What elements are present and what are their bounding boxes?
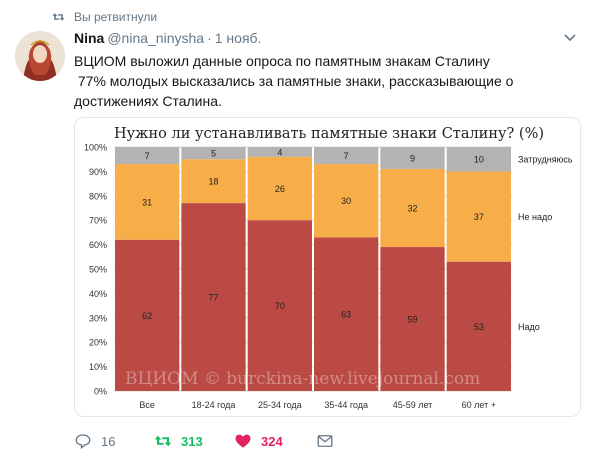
data-label: 77 [208,293,218,303]
y-tick-label: 50% [89,265,107,275]
envelope-icon [317,435,333,447]
data-label: 18 [208,177,218,187]
data-label: 26 [275,184,285,194]
y-tick-label: 90% [89,167,107,177]
bar-segment [380,147,445,169]
bar-segment [181,147,246,160]
data-label: 30 [341,196,351,206]
author-handle[interactable]: @nina_ninysha [107,30,205,46]
x-tick-label: 60 лет + [462,400,496,410]
tweet-text-line: ВЦИОМ выложил данные опроса по памятным … [74,53,490,69]
stacked-bar-chart: Нужно ли устанавливать памятные знаки Ст… [75,118,580,416]
y-tick-label: 30% [89,313,107,323]
data-label: 53 [474,322,484,332]
like-count: 324 [261,433,283,449]
bar-segment [115,239,180,391]
y-tick-label: 20% [89,338,107,348]
bar-segment [181,159,246,204]
y-tick-label: 80% [89,191,107,201]
bar-segment [247,220,312,391]
y-tick-label: 70% [89,216,107,226]
heart-icon [235,434,251,448]
x-tick-label: 35-44 года [324,400,368,410]
data-label: 70 [275,301,285,311]
bar-segment [380,247,445,391]
data-label: 59 [407,315,417,325]
bar-segment [314,147,379,165]
y-tick-label: 10% [89,362,107,372]
tweet-media-chart[interactable]: Нужно ли устанавливать памятные знаки Ст… [74,117,581,417]
like-button[interactable]: 324 [234,432,283,450]
data-label: 5 [211,149,216,159]
bar-segment [247,147,312,157]
retweet-context: Вы ретвитнули [52,9,157,25]
legend-entry: Не надо [518,212,552,222]
reply-count: 16 [101,433,116,449]
direct-message-button[interactable] [316,432,334,450]
data-label: 63 [341,310,351,320]
tweet-text-line: 77% молодых высказались за памятные знак… [74,73,514,89]
bar-segment [115,147,180,165]
data-label: 62 [142,311,152,321]
author-name[interactable]: Nina [74,30,105,46]
bar-segment [115,164,180,240]
data-label: 37 [474,212,484,222]
y-tick-label: 0% [94,387,107,397]
bar-segment [247,156,312,221]
chevron-down-icon[interactable] [563,33,577,43]
data-label: 7 [344,151,349,161]
bar-segment [446,261,511,391]
bar-segment [181,203,246,391]
retweet-button[interactable]: 313 [154,432,203,450]
data-label: 7 [145,151,150,161]
legend-entry: Затрудняюсь [518,155,573,165]
retweet-icon [52,13,65,21]
avatar[interactable] [15,31,65,81]
data-label: 4 [277,147,282,157]
chart-title: Нужно ли устанавливать памятные знаки Ст… [114,126,544,142]
header-separator: · [207,30,212,46]
data-label: 9 [410,153,415,163]
data-label: 31 [142,197,152,207]
data-label: 32 [407,204,417,214]
tweet-header: Nina @nina_ninysha · 1 нояб. [74,30,261,48]
x-tick-label: 45-59 лет [393,400,433,410]
reply-button[interactable]: 16 [74,432,115,450]
x-tick-label: Все [139,400,155,410]
bar-segment [446,147,511,172]
bar-segment [380,168,445,248]
x-tick-label: 18-24 года [192,400,236,410]
reply-icon [75,434,91,450]
tweet-text-line: достижениях Сталина. [74,93,222,109]
y-tick-label: 60% [89,240,107,250]
tweet-timestamp[interactable]: 1 нояб. [214,30,262,46]
bar-segment [314,164,379,238]
x-tick-label: 25-34 года [258,400,302,410]
legend-entry: Надо [518,322,540,332]
bar-segment [314,237,379,391]
y-tick-label: 100% [84,143,107,153]
tweet-text: ВЦИОМ выложил данные опроса по памятным … [74,51,574,111]
watermark: ВЦИОМ © burckina-new.livejournal.com [125,369,480,389]
retweet-icon [154,435,172,447]
retweet-count: 313 [181,433,203,449]
bar-segment [446,171,511,262]
data-label: 10 [474,155,484,165]
retweet-context-text: Вы ретвитнули [74,10,158,24]
y-tick-label: 40% [89,289,107,299]
